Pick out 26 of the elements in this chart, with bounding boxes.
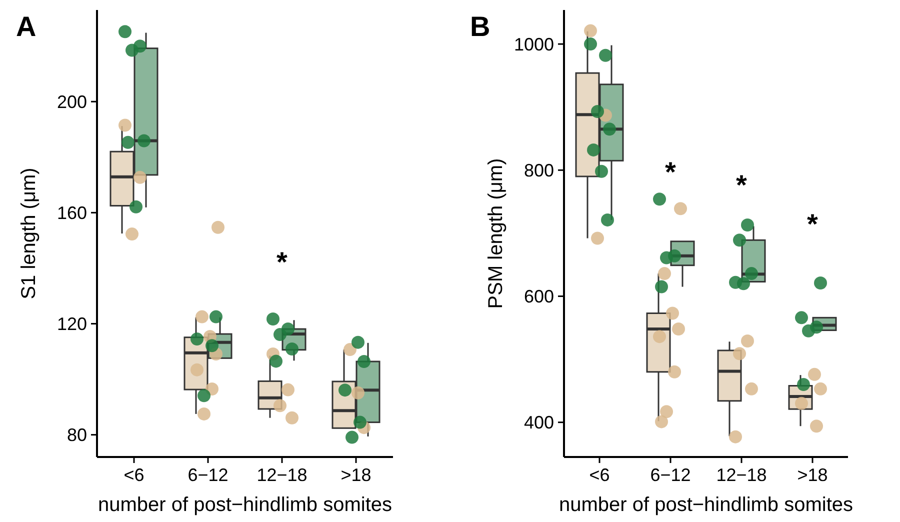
y-tick-label: 160	[56, 202, 87, 223]
x-tick-label: <6	[589, 465, 610, 485]
y-axis-title: S1 length (μm)	[18, 168, 40, 300]
annotation: *	[276, 246, 288, 278]
x-tick-label: 12−18	[716, 465, 767, 485]
chart-title: B	[470, 11, 490, 42]
x-axis-title: number of post−hindlimb somites	[558, 494, 854, 516]
y-axis-title: PSM length (μm)	[485, 158, 507, 309]
y-tick-label: 800	[524, 160, 554, 180]
y-tick-label: 80	[66, 425, 87, 446]
y-tick-label: 600	[524, 286, 554, 307]
x-tick-label: >18	[340, 465, 372, 485]
annotation: *	[807, 208, 818, 240]
y-tick-label: 1000	[514, 34, 554, 54]
y-tick-label: 400	[524, 412, 554, 433]
x-tick-label: <6	[124, 465, 144, 485]
x-tick-label: 6−12	[650, 465, 691, 485]
annotation: *	[736, 170, 748, 201]
x-tick-label: 12−18	[256, 465, 308, 485]
x-tick-label: 6−12	[188, 465, 228, 485]
annotation: *	[665, 156, 676, 188]
x-axis-title: number of post−hindlimb somites	[98, 494, 392, 516]
x-tick-label: >18	[797, 465, 828, 485]
chart-title: A	[16, 11, 36, 42]
y-tick-label: 120	[56, 314, 87, 334]
y-tick-label: 200	[56, 92, 87, 112]
